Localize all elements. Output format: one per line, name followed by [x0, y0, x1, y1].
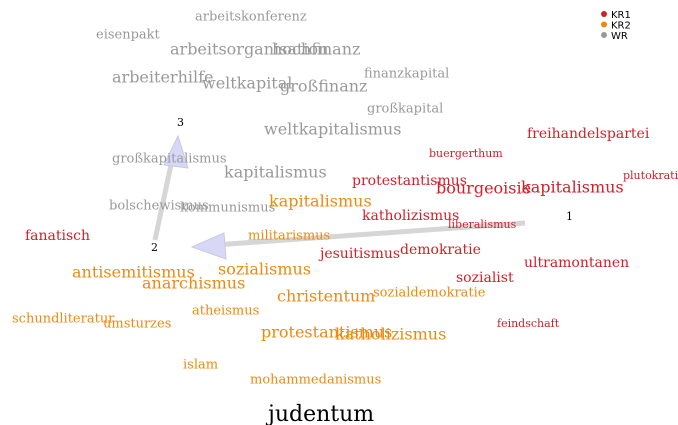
word: anarchismus — [142, 274, 245, 293]
word: kapitalismus — [224, 163, 327, 182]
arrow-head — [190, 232, 227, 260]
word: arbeiterhilfe — [112, 68, 214, 87]
word: kapitalismus — [269, 192, 372, 211]
word: protestantismus — [261, 323, 392, 342]
word: weltkapitalismus — [264, 120, 401, 139]
word: buergerthum — [429, 147, 503, 160]
legend-label: KR1 — [611, 10, 631, 21]
legend-dot — [601, 21, 607, 28]
word: umsturzes — [103, 317, 171, 332]
target-word: judentum — [265, 402, 374, 425]
word: großkapital — [367, 102, 443, 117]
word: liberalismus — [448, 218, 517, 231]
word: arbeitskonferenz — [195, 10, 307, 25]
arrow-shaft — [214, 220, 526, 248]
word: atheismus — [192, 304, 259, 319]
point-label: 3 — [177, 116, 184, 129]
word: demokratie — [400, 242, 481, 258]
word: freihandelspartei — [527, 126, 650, 142]
point-label: 2 — [151, 241, 158, 254]
word: finanzkapital — [364, 67, 449, 82]
word: großkapitalismus — [112, 152, 227, 167]
legend-dot — [601, 11, 607, 17]
word: sozialdemokratie — [373, 286, 486, 301]
word: eisenpakt — [96, 28, 161, 43]
word: sozialismus — [218, 260, 311, 279]
point-label: 1 — [566, 210, 573, 223]
word: bolschewismus — [109, 199, 209, 214]
word: kapitalismus — [521, 178, 624, 197]
legend-label: WR — [611, 31, 628, 42]
word: protestantismus — [352, 173, 467, 189]
word: katholizismus — [362, 208, 459, 224]
word: feindschaft — [497, 317, 560, 330]
word: arbeitsorganisation — [170, 40, 328, 59]
word: mohammedanismus — [250, 373, 381, 388]
word: jesuitismus — [318, 246, 400, 262]
word: kommunismus — [180, 201, 275, 216]
word: hochfinanz — [272, 40, 360, 59]
word: fanatisch — [25, 228, 90, 244]
word: militarismus — [248, 229, 330, 244]
word: sozialist — [456, 270, 514, 286]
word: bourgeoisie — [436, 179, 531, 198]
legend-dot — [601, 32, 607, 38]
word: antisemitismus — [72, 263, 195, 282]
word: katholizismus — [335, 325, 446, 344]
word: christentum — [277, 287, 375, 306]
word: plutokratie — [623, 169, 678, 182]
arrow-head — [163, 134, 189, 169]
word: ultramontanen — [524, 255, 629, 271]
word: weltkapital — [202, 74, 292, 93]
word: islam — [183, 358, 218, 373]
word: großfinanz — [280, 77, 367, 96]
arrow-shaft — [152, 159, 175, 241]
legend-label: KR2 — [611, 21, 631, 32]
word: schundliteratur — [12, 312, 115, 327]
